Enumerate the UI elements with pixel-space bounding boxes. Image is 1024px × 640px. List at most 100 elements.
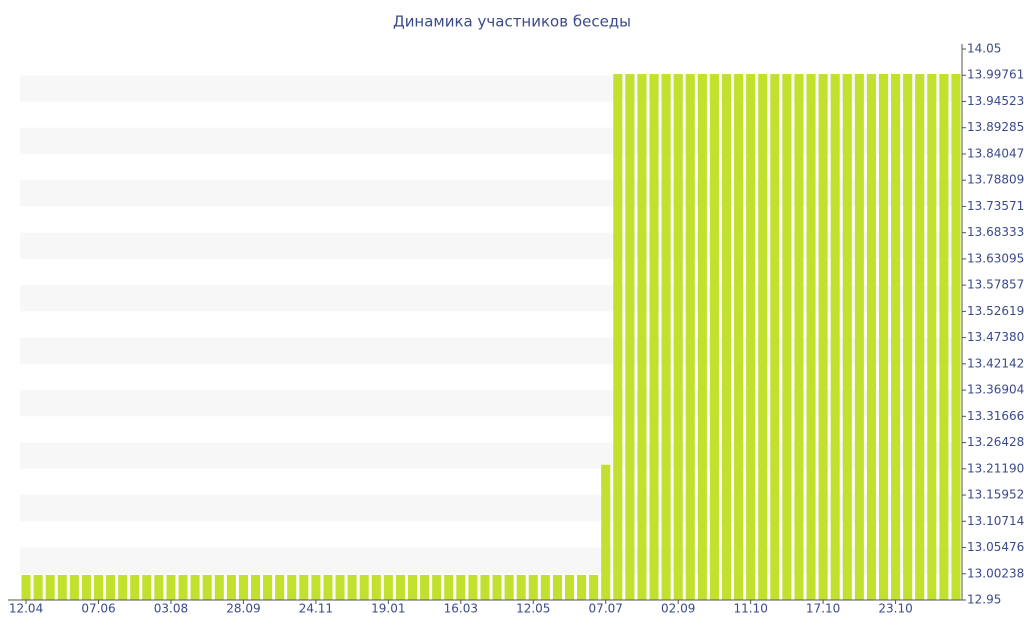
bar bbox=[746, 74, 756, 600]
bar bbox=[637, 74, 647, 600]
x-tick-label: 12.05 bbox=[516, 602, 550, 616]
bar bbox=[190, 574, 200, 600]
bar bbox=[323, 574, 333, 600]
bar bbox=[878, 74, 889, 600]
bar bbox=[697, 74, 707, 600]
bar bbox=[709, 74, 719, 600]
x-tick-label: 19.01 bbox=[371, 602, 405, 616]
y-tick-label: 13.5261904762 bbox=[967, 304, 1024, 318]
bar bbox=[69, 574, 79, 600]
bar bbox=[770, 74, 780, 600]
y-tick-label: 12.95 bbox=[967, 593, 1001, 607]
bar bbox=[830, 74, 840, 600]
bar bbox=[407, 574, 418, 600]
x-tick-label: 12.04 bbox=[9, 602, 43, 616]
bar bbox=[432, 574, 442, 600]
bar bbox=[130, 574, 140, 600]
y-tick-label: 13.369047619 bbox=[967, 383, 1024, 397]
x-tick-label: 24.11 bbox=[299, 602, 333, 616]
bar bbox=[214, 574, 224, 600]
bar bbox=[734, 74, 744, 600]
bar bbox=[335, 574, 345, 600]
bar bbox=[81, 574, 91, 600]
bar bbox=[577, 574, 587, 600]
bar bbox=[794, 74, 804, 600]
bar bbox=[842, 74, 852, 600]
y-tick-label: 13.4214285714 bbox=[967, 356, 1024, 370]
bar bbox=[420, 574, 430, 600]
bar bbox=[685, 74, 695, 600]
bar bbox=[154, 574, 164, 600]
x-tick-label: 17.10 bbox=[806, 602, 840, 616]
y-tick-label: 13.1071428571 bbox=[967, 514, 1024, 528]
bar bbox=[263, 574, 273, 600]
bar bbox=[142, 574, 152, 600]
bar bbox=[202, 574, 212, 600]
bar bbox=[673, 74, 683, 600]
bar bbox=[818, 74, 828, 600]
bar bbox=[57, 574, 67, 600]
bar bbox=[903, 74, 913, 600]
bar bbox=[939, 74, 949, 600]
y-tick-label: 13.8404761905 bbox=[967, 146, 1024, 160]
y-tick-label: 13.9452380952 bbox=[967, 94, 1024, 108]
bar bbox=[601, 464, 611, 600]
bar bbox=[106, 574, 116, 600]
y-tick-label: 13.0023809524 bbox=[967, 566, 1024, 580]
bar bbox=[806, 74, 816, 600]
bar bbox=[927, 74, 937, 600]
bar bbox=[226, 574, 236, 600]
bar bbox=[166, 574, 176, 600]
x-tick-label: 03.08 bbox=[154, 602, 188, 616]
y-tick-label: 13.9976190476 bbox=[967, 68, 1024, 82]
bar bbox=[613, 74, 623, 600]
bar bbox=[359, 574, 369, 600]
x-tick-label: 16.03 bbox=[444, 602, 478, 616]
bar bbox=[299, 574, 309, 600]
bar bbox=[721, 74, 732, 600]
bar bbox=[866, 74, 876, 600]
bar bbox=[492, 574, 502, 600]
y-tick-label: 13.1595238095 bbox=[967, 488, 1024, 502]
bar bbox=[347, 574, 357, 600]
x-tick-label: 07.07 bbox=[589, 602, 623, 616]
bar bbox=[395, 574, 405, 600]
bar bbox=[468, 574, 478, 600]
y-tick-label: 13.2119047619 bbox=[967, 461, 1024, 475]
bar bbox=[915, 74, 925, 600]
y-tick-label: 14.05 bbox=[967, 42, 1001, 56]
bar bbox=[661, 74, 671, 600]
bar bbox=[456, 574, 466, 600]
y-tick-label: 13.3166666667 bbox=[967, 409, 1024, 423]
bar bbox=[552, 574, 562, 600]
bar bbox=[33, 574, 43, 600]
bar bbox=[45, 574, 55, 600]
y-tick-label: 13.4738095238 bbox=[967, 330, 1024, 344]
bar bbox=[625, 74, 635, 600]
x-tick-label: 07.06 bbox=[81, 602, 115, 616]
bar bbox=[287, 574, 297, 600]
bar bbox=[540, 574, 550, 600]
y-tick-label: 13.2642857143 bbox=[967, 435, 1024, 449]
bar bbox=[516, 574, 526, 600]
bar bbox=[951, 74, 961, 600]
bar bbox=[275, 574, 285, 600]
bar bbox=[564, 574, 575, 600]
bar bbox=[504, 574, 514, 600]
bar bbox=[383, 574, 393, 600]
bar bbox=[444, 574, 454, 600]
bar bbox=[528, 574, 538, 600]
bar bbox=[782, 74, 792, 600]
y-tick-label: 13.0547619048 bbox=[967, 540, 1024, 554]
chart-title: Динамика участников беседы bbox=[393, 13, 631, 31]
y-tick-label: 13.5785714286 bbox=[967, 278, 1024, 292]
bar bbox=[118, 574, 128, 600]
bar bbox=[21, 574, 31, 600]
bar bbox=[311, 574, 321, 600]
bar bbox=[178, 574, 188, 600]
bar bbox=[371, 574, 381, 600]
bar bbox=[649, 74, 659, 600]
bar bbox=[854, 74, 864, 600]
y-tick-label: 13.7880952381 bbox=[967, 173, 1024, 187]
